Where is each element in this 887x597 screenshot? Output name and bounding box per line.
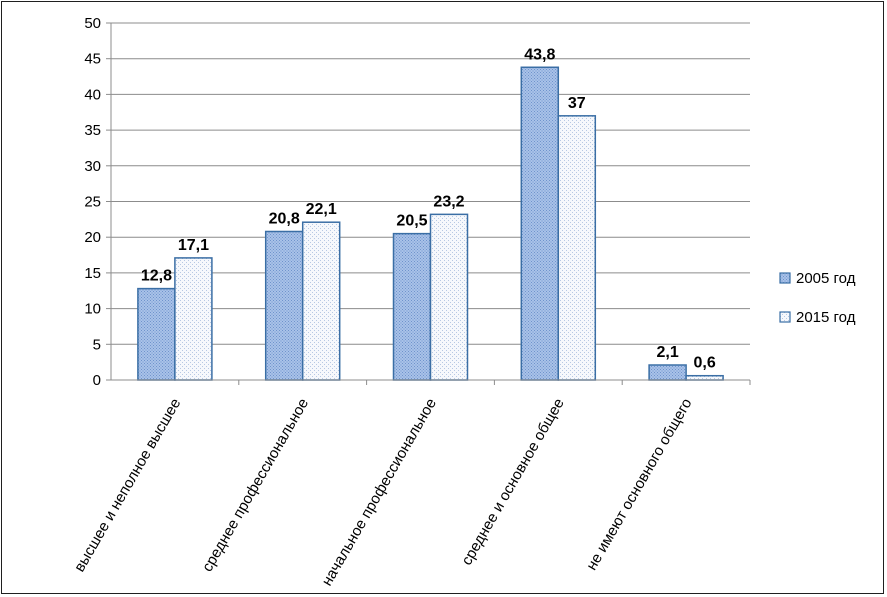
y-tick-label: 0: [93, 372, 101, 389]
bar-2015: [301, 221, 341, 381]
x-category-label: среднее профессиональное: [199, 396, 312, 575]
y-tick-label: 35: [84, 122, 101, 139]
y-tick-label: 40: [84, 86, 101, 103]
data-label-2005: 20,8: [269, 210, 300, 227]
data-label-2015: 0,6: [693, 355, 715, 372]
bar-2015: [557, 115, 597, 381]
bar-2015: [174, 257, 213, 381]
data-label-2015: 22,1: [306, 201, 337, 218]
y-tick-label: 10: [84, 301, 101, 318]
bar-2005: [648, 364, 687, 381]
legend-swatch-2005: [779, 272, 791, 284]
x-category-label: среднее и основное общее: [458, 396, 568, 569]
data-label-2015: 37: [568, 95, 586, 112]
data-label-2015: 17,1: [178, 237, 209, 254]
bar-2015: [685, 374, 724, 381]
data-label-2005: 43,8: [524, 46, 555, 63]
y-tick-label: 15: [84, 265, 101, 282]
x-category-label: не имеют основного общего: [583, 396, 695, 574]
bar-2005: [137, 287, 176, 381]
y-tick-label: 50: [84, 15, 101, 32]
legend-label-2015: 2015 год: [796, 309, 856, 326]
bars: 12,8 17,1 20,8 22,1 20,5 23,2 43,8 37 2,1 0,6: [137, 46, 724, 381]
legend-swatch-2015: [779, 311, 791, 323]
x-category-label: начальное профессиональное: [318, 396, 439, 589]
data-label-2005: 2,1: [656, 344, 678, 361]
data-label-2005: 20,5: [396, 213, 427, 230]
y-axis: 0 5 10 15 20 25 30 35 40 45 50: [84, 15, 112, 389]
legend-label-2005: 2005 год: [796, 270, 856, 287]
y-tick-label: 25: [84, 194, 101, 211]
x-category-label: высшее и неполное высшее: [71, 396, 184, 575]
bar-2005: [264, 230, 304, 381]
legend: 2005 год 2015 год: [779, 270, 856, 326]
y-tick-label: 20: [84, 229, 101, 246]
gridlines: [111, 22, 750, 345]
y-tick-label: 45: [84, 51, 101, 68]
y-tick-label: 30: [84, 158, 101, 175]
y-tick-label: 5: [93, 336, 101, 353]
x-axis: высшее и неполное высшее среднее професси…: [71, 379, 751, 589]
bar-2005: [392, 232, 432, 381]
bar-2005: [520, 66, 560, 381]
data-label-2015: 23,2: [433, 193, 464, 210]
data-label-2005: 12,8: [141, 268, 172, 285]
bar-2015: [429, 213, 469, 381]
